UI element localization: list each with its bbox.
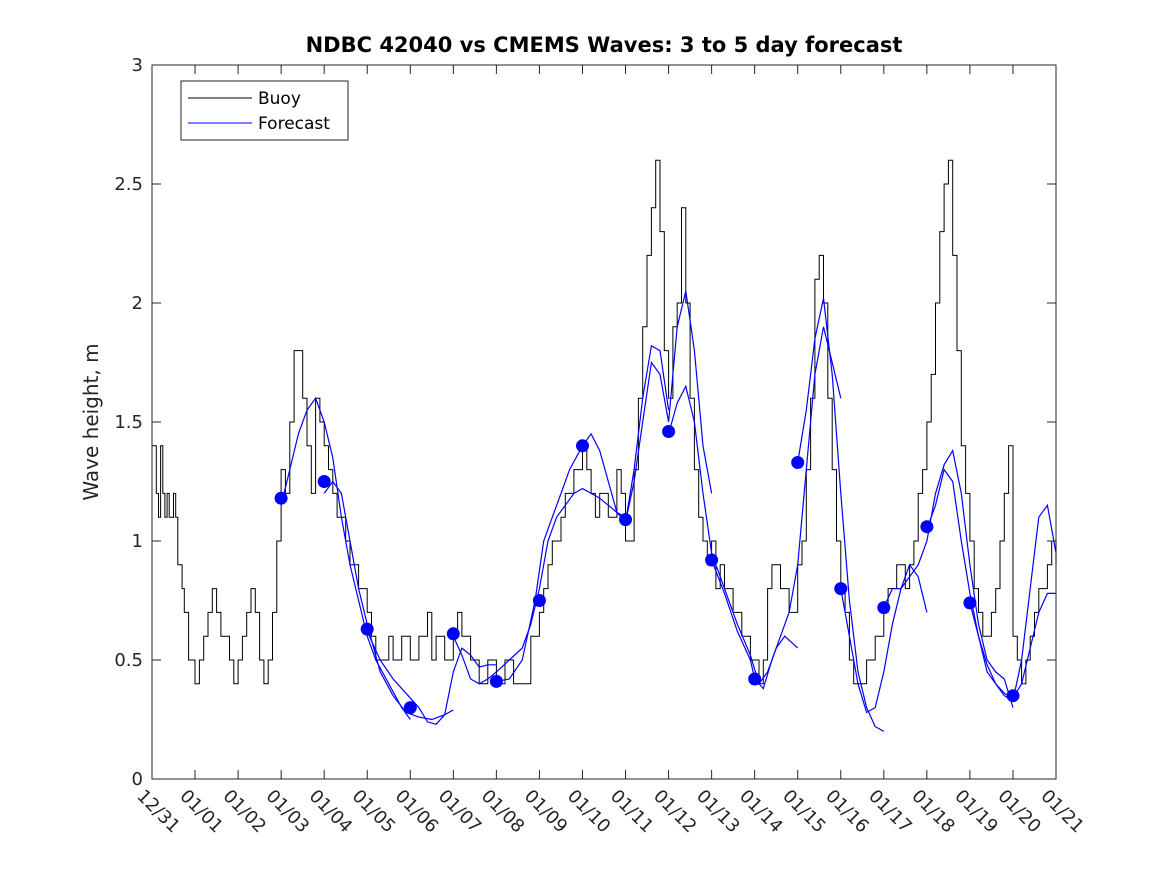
forecast-segment-9 [840,563,928,714]
y-tick-label: 1.5 [114,412,143,433]
forecast-segment-0 [280,396,411,720]
forecast-segment-2 [366,631,497,725]
x-tick-label: 01/08 [477,786,529,838]
legend-buoy-label: Buoy [258,89,301,109]
series-layer [152,159,1057,732]
x-tick-label: 01/06 [391,786,443,838]
y-tick-label: 2 [132,293,143,314]
forecast-marker-2 [360,622,374,636]
forecast-segment-7 [711,326,842,690]
x-tick-label: 01/16 [821,786,873,838]
x-tick-label: 01/18 [907,786,959,838]
x-tick-label: 01/13 [692,786,744,838]
forecast-marker-4 [446,627,460,641]
plot-area [151,64,1057,780]
forecast-segment-8 [797,298,885,732]
x-tick-label: 12/31 [132,786,184,838]
x-tick-label: 01/15 [778,786,830,838]
forecast-marker-8 [619,513,632,527]
legend-box [180,80,349,141]
forecast-segment-3 [452,487,626,685]
forecast-marker-13 [834,582,848,596]
x-tick-label: 01/10 [563,786,615,838]
x-tick-label: 01/03 [262,786,314,838]
x-tick-label: 01/14 [735,786,787,838]
x-tick-label: 01/07 [434,786,486,838]
forecast-marker-6 [532,594,546,607]
x-tick-label: 01/11 [606,786,658,838]
legend: Buoy Forecast [180,80,349,141]
chart-title: NDBC 42040 vs CMEMS Waves: 3 to 5 day fo… [306,33,903,57]
x-tick-label: 01/02 [219,786,271,838]
forecast-marker-11 [748,672,762,686]
y-axis-label: Wave height, m [79,343,103,500]
y-tick-label: 2.5 [114,174,143,195]
forecast-marker-12 [791,456,805,469]
forecast-marker-10 [705,553,719,567]
y-tick-label: 3 [132,55,143,76]
forecast-marker-3 [403,701,417,715]
x-tick-label: 01/21 [1036,786,1088,838]
x-tick-label: 01/19 [950,786,1002,838]
legend-forecast-label: Forecast [258,114,330,134]
x-tick-label: 01/04 [305,786,357,838]
series-buoy-line [152,159,1057,685]
forecast-marker-0 [274,491,288,505]
forecast-marker-1 [317,475,331,488]
y-tick-label: 0 [132,769,143,790]
forecast-segment-5 [624,290,713,523]
y-axis: 0 0.5 1 1.5 2 2.5 3 [114,55,1056,790]
y-tick-label: 1 [132,531,143,552]
forecast-marker-9 [662,425,676,438]
forecast-marker-16 [963,596,977,610]
x-tick-label: 01/01 [176,786,228,838]
x-tick-label: 01/09 [520,786,572,838]
x-tick-label: 01/05 [348,786,400,838]
x-tick-label: 01/17 [864,786,916,838]
forecast-marker-15 [920,520,934,534]
forecast-marker-17 [1006,689,1020,703]
forecast-segment-1 [323,480,454,721]
x-tick-label: 01/12 [649,786,701,838]
y-tick-label: 0.5 [114,650,143,671]
x-tick-label: 01/20 [993,786,1045,838]
forecast-marker-7 [576,439,589,453]
forecast-segment-10 [883,448,1014,708]
forecast-marker-5 [489,674,503,688]
forecast-marker-14 [877,601,891,615]
forecast-segment-11 [926,468,1057,702]
